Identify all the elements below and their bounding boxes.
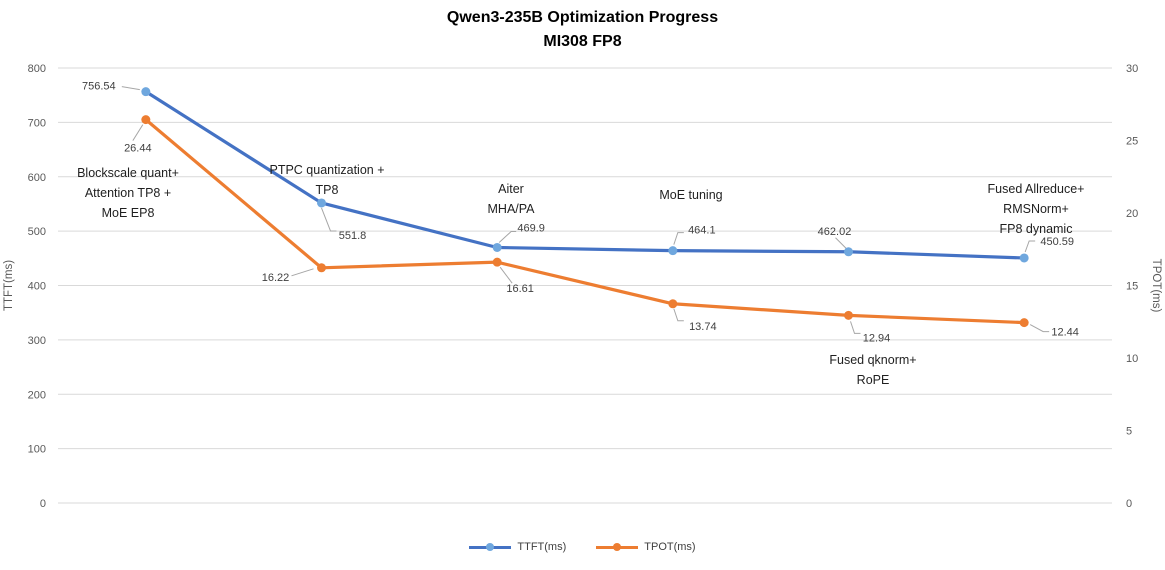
tpot-label-leader-line [673, 308, 684, 322]
left-axis-title: TTFT(ms) [3, 260, 15, 311]
tpot-label-leader-line [291, 268, 314, 277]
tpot-point-2 [492, 257, 502, 267]
right-axis-tick-label: 10 [1126, 353, 1138, 365]
step-annotation-4: Fused qknorm+ [829, 353, 916, 367]
step-annotation-3: MoE tuning [659, 188, 722, 202]
right-axis-title: TPOT(ms) [1150, 259, 1162, 313]
tpot-point-4 [844, 310, 853, 320]
tpot-data-label-4: 12.94 [863, 332, 891, 344]
left-axis-tick-label: 100 [28, 444, 46, 456]
ttft-point-5 [1019, 253, 1029, 263]
ttft-data-label-1: 551.8 [339, 230, 367, 242]
ttft-point-4 [844, 247, 853, 257]
right-axis-tick-label: 30 [1126, 63, 1138, 75]
ttft-data-label-0: 756.54 [82, 81, 116, 93]
left-axis-tick-label: 800 [28, 63, 46, 75]
step-annotation-5: FP8 dynamic [1000, 222, 1073, 236]
tpot-data-label-2: 16.61 [506, 283, 534, 295]
step-annotation-4: RoPE [857, 373, 890, 387]
left-axis-tick-label: 0 [40, 498, 46, 510]
right-axis-tick-label: 25 [1126, 136, 1138, 148]
ttft-point-0 [141, 87, 151, 97]
ttft-label-leader-line [835, 237, 847, 250]
tpot-point-0 [141, 115, 151, 125]
left-axis-tick-label: 500 [28, 226, 46, 238]
tpot-legend-marker-icon [613, 543, 622, 551]
step-annotation-0: Blockscale quant+ [77, 166, 179, 180]
chart-title: Qwen3-235B Optimization Progress MI308 F… [0, 6, 1165, 54]
left-axis-tick-label: 700 [28, 117, 46, 129]
ttft-label-leader-line [673, 232, 684, 245]
step-annotation-0: MoE EP8 [102, 206, 155, 220]
left-axis-tick-label: 200 [28, 389, 46, 401]
legend-label-tpot: TPOT(ms) [644, 541, 696, 553]
ttft-label-leader-line [1024, 240, 1036, 253]
tpot-point-3 [668, 299, 678, 309]
tpot-label-leader-line [132, 124, 144, 141]
tpot-data-label-0: 26.44 [124, 143, 152, 155]
tpot-label-leader-line [850, 321, 861, 334]
tpot-data-label-3: 13.74 [689, 321, 717, 333]
tpot-point-5 [1019, 318, 1029, 328]
ttft-data-label-2: 469.9 [517, 222, 545, 234]
step-annotation-5: RMSNorm+ [1003, 202, 1069, 216]
left-axis-tick-label: 600 [28, 172, 46, 184]
ttft-data-label-5: 450.59 [1040, 236, 1074, 248]
tpot-data-label-5: 12.44 [1051, 327, 1079, 339]
ttft-legend-marker-icon [486, 543, 495, 551]
ttft-data-label-3: 464.1 [688, 225, 716, 237]
right-axis-tick-label: 20 [1126, 208, 1138, 220]
step-annotation-1: PTPC quantization + [270, 163, 385, 177]
legend: TTFT(ms) TPOT(ms) [0, 541, 1165, 553]
tpot-legend-line-icon [596, 543, 639, 551]
step-annotation-0: Attention TP8 + [85, 186, 171, 200]
ttft-point-2 [492, 242, 502, 252]
step-annotation-1: TP8 [316, 183, 339, 197]
ttft-point-3 [668, 246, 678, 256]
step-annotation-2: MHA/PA [488, 202, 536, 216]
tpot-line [144, 118, 1026, 325]
left-axis-tick-label: 300 [28, 335, 46, 347]
tpot-point-1 [317, 263, 326, 273]
legend-item-ttft[interactable]: TTFT(ms) [469, 541, 566, 553]
ttft-label-leader-line [121, 86, 140, 91]
tpot-label-leader-line [499, 266, 513, 284]
ttft-line [144, 90, 1026, 260]
legend-item-tpot[interactable]: TPOT(ms) [596, 541, 696, 553]
step-annotation-2: Aiter [498, 182, 524, 196]
right-axis-tick-label: 5 [1126, 426, 1132, 438]
ttft-legend-line-icon [469, 543, 512, 551]
tpot-data-label-1: 16.22 [262, 272, 290, 284]
step-annotation-5: Fused Allreduce+ [988, 182, 1085, 196]
ttft-data-label-4: 462.02 [818, 226, 852, 238]
right-axis-tick-label: 15 [1126, 281, 1138, 293]
ttft-label-leader-line [321, 207, 337, 232]
tpot-label-leader-line [1029, 324, 1050, 333]
legend-label-ttft: TTFT(ms) [517, 541, 567, 553]
ttft-point-1 [317, 198, 326, 208]
ttft-label-leader-line [498, 230, 517, 243]
chart-title-line1: Qwen3-235B Optimization Progress [446, 9, 719, 26]
chart-title-line2: MI308 FP8 [543, 33, 622, 50]
right-axis-tick-label: 0 [1126, 498, 1132, 510]
left-axis-tick-label: 400 [28, 281, 46, 293]
